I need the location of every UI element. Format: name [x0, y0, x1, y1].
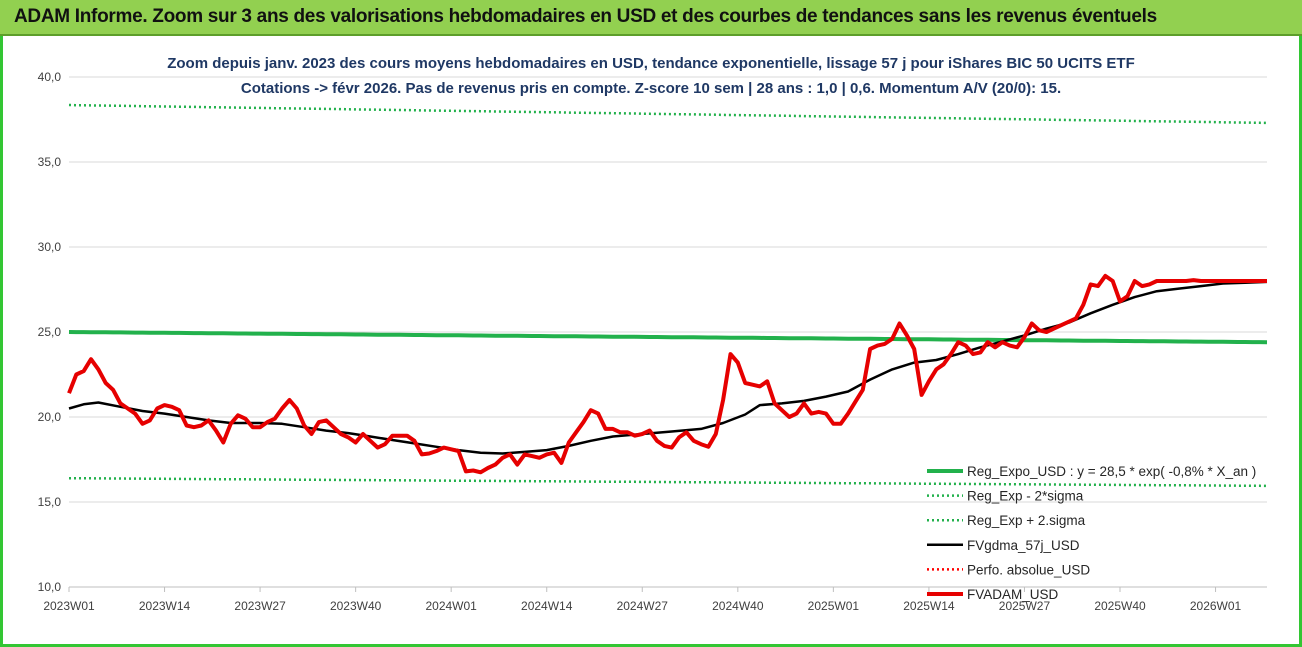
legend: Reg_Expo_USD : y = 28,5 * exp( -0,8% * X…	[927, 464, 1256, 602]
x-tick-label: 2024W14	[521, 599, 573, 613]
y-tick-label: 10,0	[38, 580, 62, 594]
x-tick-label: 2024W01	[425, 599, 477, 613]
x-tick-label: 2025W01	[808, 599, 860, 613]
series-line-2	[68, 103, 1268, 125]
series-line-1	[69, 476, 1268, 488]
header-banner: ADAM Informe. Zoom sur 3 ans des valoris…	[0, 0, 1302, 36]
x-tick-label: 2023W40	[330, 599, 382, 613]
x-tick-label: 2025W14	[903, 599, 955, 613]
y-tick-label: 20,0	[38, 410, 62, 424]
legend-label: Perfo. absolue_USD	[967, 562, 1090, 577]
legend-label: Reg_Expo_USD : y = 28,5 * exp( -0,8% * X…	[967, 464, 1256, 479]
y-tick-label: 15,0	[38, 495, 62, 509]
x-tick-label: 2023W01	[43, 599, 95, 613]
x-tick-label: 2026W01	[1190, 599, 1242, 613]
chart-frame: Zoom depuis janv. 2023 des cours moyens …	[0, 36, 1302, 647]
series-line-5	[67, 273, 1267, 475]
y-tick-label: 40,0	[38, 70, 62, 84]
legend-label: Reg_Exp + 2.sigma	[967, 513, 1086, 528]
series-line-3	[68, 280, 1268, 455]
x-tick-label: 2024W40	[712, 599, 764, 613]
y-tick-label: 30,0	[38, 240, 62, 254]
line-chart: Zoom depuis janv. 2023 des cours moyens …	[38, 55, 1268, 613]
y-tick-label: 25,0	[38, 325, 62, 339]
series-line-0	[68, 330, 1268, 345]
x-tick-label: 2023W14	[139, 599, 191, 613]
x-tick-label: 2024W27	[617, 599, 669, 613]
banner-title: ADAM Informe. Zoom sur 3 ans des valoris…	[14, 6, 1157, 27]
chart-title-line-2: Cotations -> févr 2026. Pas de revenus p…	[241, 80, 1061, 97]
plot-area	[67, 103, 1268, 488]
y-axis: 10,0 15,0 20,0 25,0 30,0 35,0 40,0	[38, 70, 62, 594]
legend-label: Reg_Exp - 2*sigma	[967, 489, 1084, 504]
chart-title-line-1: Zoom depuis janv. 2023 des cours moyens …	[167, 55, 1135, 72]
legend-label: FVADAM_USD	[967, 587, 1059, 602]
legend-label: FVgdma_57j_USD	[967, 538, 1080, 553]
x-tick-label: 2025W27	[999, 599, 1051, 613]
y-tick-label: 35,0	[38, 155, 62, 169]
x-axis: 2023W01 2023W14 2023W27 2023W40 2024W01 2024W…	[43, 586, 1267, 613]
x-tick-label: 2023W27	[234, 599, 286, 613]
x-tick-label: 2025W40	[1094, 599, 1146, 613]
